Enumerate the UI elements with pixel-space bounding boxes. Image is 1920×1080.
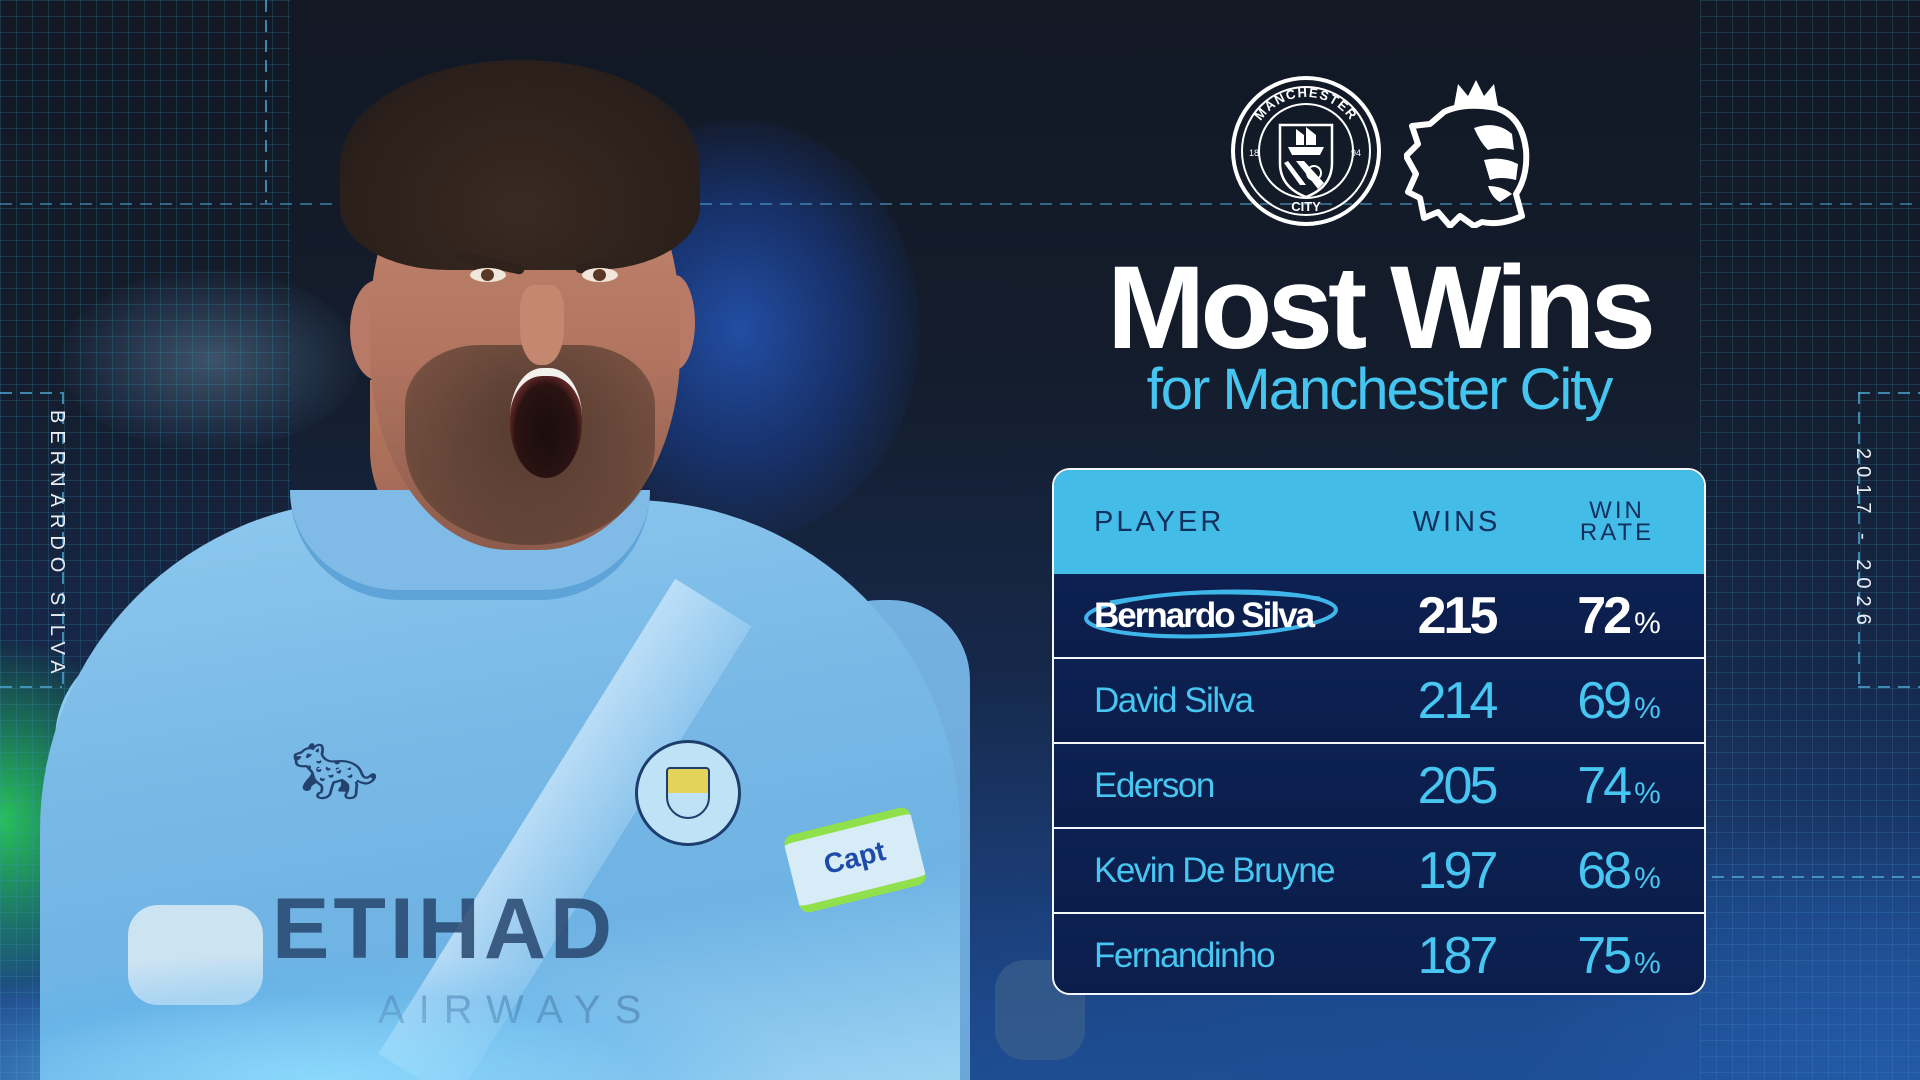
hair [340, 60, 700, 270]
wins-cell: 214 [1417, 671, 1499, 730]
player-name-cell: Bernardo Silva [1054, 589, 1389, 638]
guide-line-right-upper [1858, 392, 1920, 394]
column-header-win-rate-line2: RATE [1579, 519, 1655, 546]
guide-line-top-left [265, 0, 267, 203]
win-rate-value: 72 [1577, 586, 1632, 645]
win-rate-value: 69 [1577, 671, 1632, 730]
eye-left [470, 268, 506, 282]
page-title: Most Wins [1107, 242, 1656, 374]
guide-line-left-lower [0, 686, 62, 688]
column-header-player: PLAYER [1094, 505, 1225, 538]
column-header-win-rate: WIN RATE [1524, 497, 1704, 546]
win-rate-cell: 68% [1524, 841, 1704, 901]
period-vertical: 2017 - 2026 [1852, 448, 1874, 632]
jersey-crest-icon [635, 740, 741, 846]
most-wins-table: PLAYER WINS WIN RATE Bernardo Silva 215 … [1052, 468, 1706, 995]
nose [520, 285, 564, 365]
svg-text:CITY: CITY [1291, 199, 1321, 214]
table-row-highlighted: Bernardo Silva 215 72% [1054, 574, 1704, 657]
win-rate-value: 74 [1577, 756, 1632, 815]
percent-sign: % [1634, 861, 1661, 895]
player-name: Fernandinho [1094, 935, 1276, 975]
win-rate-value: 68 [1577, 841, 1632, 900]
guide-line-left-upper [0, 392, 62, 394]
svg-text:18: 18 [1249, 148, 1259, 158]
table-row: David Silva 214 69% [1054, 657, 1704, 742]
win-rate-cell: 72% [1524, 586, 1704, 646]
man-city-crest-icon: MANCHESTER CITY 18 94 [1231, 76, 1381, 226]
percent-sign: % [1634, 946, 1661, 980]
wins-cell: 215 [1417, 586, 1499, 645]
table-row: Kevin De Bruyne 197 68% [1054, 827, 1704, 912]
wins-cell: 187 [1417, 926, 1499, 985]
breath-mist [60, 270, 360, 450]
table-header: PLAYER WINS WIN RATE [1054, 470, 1704, 574]
wins-cell: 205 [1417, 756, 1499, 815]
player-name: David Silva [1094, 680, 1254, 720]
win-rate-cell: 75% [1524, 926, 1704, 986]
guide-line-right-vertical [1858, 392, 1860, 686]
win-rate-value: 75 [1577, 926, 1632, 985]
player-name: Ederson [1094, 765, 1215, 805]
guide-line-right-bottom [1712, 876, 1920, 878]
table-row: Ederson 205 74% [1054, 742, 1704, 827]
column-header-wins: WINS [1412, 505, 1501, 538]
percent-sign: % [1634, 776, 1661, 810]
svg-text:94: 94 [1351, 148, 1361, 158]
jersey-crest-shield [666, 767, 710, 819]
percent-sign: % [1634, 691, 1661, 725]
eye-right [582, 268, 618, 282]
bottom-light-haze [0, 880, 1100, 1080]
guide-line-top [0, 203, 1920, 205]
player-name: Bernardo Silva [1094, 595, 1315, 635]
percent-sign: % [1634, 606, 1661, 640]
page-subtitle: for Manchester City [1146, 357, 1614, 422]
win-rate-cell: 69% [1524, 671, 1704, 731]
win-rate-cell: 74% [1524, 756, 1704, 816]
grid-overlay-right [1700, 0, 1920, 1080]
guide-line-right-lower [1858, 686, 1920, 688]
premier-league-lion-icon [1404, 80, 1530, 228]
player-name: Kevin De Bruyne [1094, 850, 1336, 890]
puma-logo-icon: 🐆︎ [290, 739, 380, 804]
column-header-win-rate-line1: WIN [1589, 497, 1645, 524]
table-row: Fernandinho 187 75% [1054, 912, 1704, 993]
wins-cell: 197 [1417, 841, 1499, 900]
guide-line-left-vertical [62, 392, 64, 686]
player-name-vertical: BERNARDO SILVA [46, 410, 68, 681]
open-mouth [510, 368, 582, 478]
